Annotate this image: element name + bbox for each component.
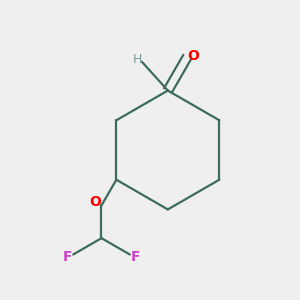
Text: H: H <box>133 53 142 66</box>
Text: O: O <box>187 49 199 63</box>
Text: O: O <box>89 196 101 209</box>
Text: F: F <box>131 250 140 264</box>
Text: F: F <box>62 250 72 264</box>
